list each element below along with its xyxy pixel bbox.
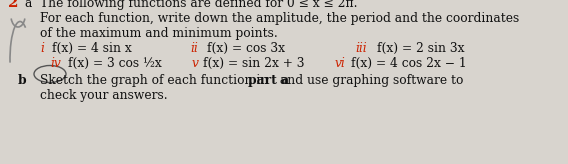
Text: i: i: [40, 42, 44, 55]
Text: f(x) = 3 cos ½x: f(x) = 3 cos ½x: [68, 57, 162, 70]
Text: The following functions are defined for 0 ≤ x ≤ 2π.: The following functions are defined for …: [40, 0, 357, 10]
Text: a: a: [24, 0, 31, 10]
Text: vi: vi: [335, 57, 346, 70]
Text: and use graphing software to: and use graphing software to: [276, 74, 463, 87]
Text: For each function, write down the amplitude, the period and the coordinates: For each function, write down the amplit…: [40, 12, 519, 25]
Text: f(x) = sin 2x + 3: f(x) = sin 2x + 3: [203, 57, 304, 70]
Text: v: v: [192, 57, 199, 70]
Text: iii: iii: [355, 42, 366, 55]
Text: iv: iv: [50, 57, 61, 70]
Text: f(x) = 4 cos 2x − 1: f(x) = 4 cos 2x − 1: [351, 57, 467, 70]
Text: ii: ii: [190, 42, 198, 55]
Text: f(x) = 4 sin x: f(x) = 4 sin x: [52, 42, 132, 55]
Text: Sketch the graph of each function in: Sketch the graph of each function in: [40, 74, 272, 87]
Text: part a: part a: [248, 74, 289, 87]
Text: of the maximum and minimum points.: of the maximum and minimum points.: [40, 27, 278, 40]
Text: check your answers.: check your answers.: [40, 89, 168, 102]
Text: 2: 2: [8, 0, 19, 10]
Text: f(x) = 2 sin 3x: f(x) = 2 sin 3x: [377, 42, 465, 55]
Text: b: b: [18, 74, 27, 87]
Text: f(x) = cos 3x: f(x) = cos 3x: [207, 42, 285, 55]
